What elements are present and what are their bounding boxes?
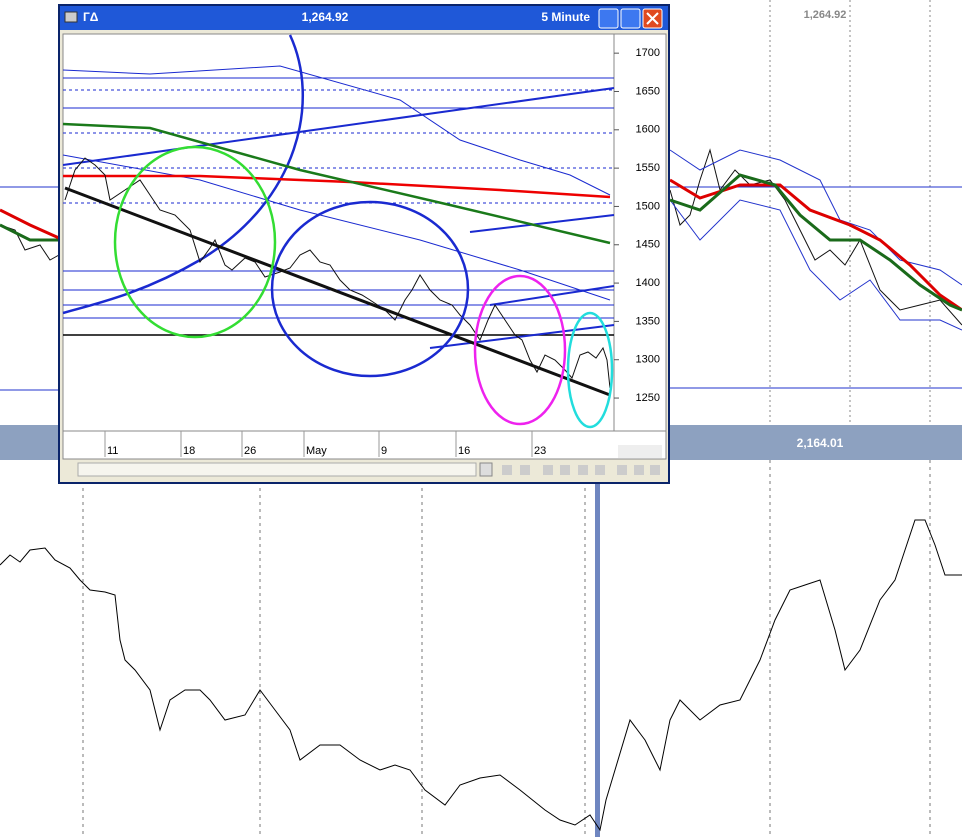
- band-upper: [669, 149, 962, 286]
- tool-button[interactable]: [595, 465, 605, 475]
- lower-pane-price: 2,164.01: [797, 436, 844, 450]
- average-green: [0, 223, 59, 242]
- regression-line: [64, 186, 611, 397]
- price-line: [0, 224, 60, 261]
- magenta-circle: [473, 274, 567, 426]
- average-red: [0, 208, 60, 240]
- tool-button[interactable]: [617, 465, 627, 475]
- tool-button[interactable]: [543, 465, 553, 475]
- tool-button[interactable]: [502, 465, 512, 475]
- y-tick-label: 1250: [636, 392, 660, 404]
- cyan-circle: [566, 311, 614, 429]
- band-lower: [669, 199, 962, 331]
- upper-pane-header: [669, 0, 962, 28]
- price-line: [669, 148, 962, 326]
- close-icon: [646, 12, 659, 25]
- average-green: [62, 122, 611, 245]
- price-line: [64, 157, 611, 389]
- scroll-right[interactable]: [479, 462, 493, 477]
- x-tick-label: 18: [183, 445, 195, 457]
- toolbar: [479, 462, 660, 477]
- tool-button[interactable]: [560, 465, 570, 475]
- x-tick-label: 11: [107, 445, 118, 457]
- time-axis: [62, 430, 667, 460]
- scroll-thumb[interactable]: [77, 462, 477, 477]
- y-tick-label: 1500: [636, 200, 660, 212]
- window-interval: 5 Minute: [541, 10, 590, 24]
- x-tick-label: 9: [381, 445, 387, 457]
- maximize-button[interactable]: [620, 8, 641, 29]
- tool-button[interactable]: [520, 465, 530, 475]
- y-tick-label: 1450: [636, 239, 660, 251]
- blue-circle: [270, 200, 470, 378]
- upper-grid: [769, 0, 931, 425]
- upper-pane-price: 1,264.92: [804, 9, 847, 21]
- axis-corner[interactable]: [618, 445, 662, 458]
- pane-divider: [595, 483, 600, 837]
- y-tick-label: 1650: [636, 85, 660, 97]
- y-tick-label: 1550: [636, 162, 660, 174]
- x-tick-label: 16: [458, 445, 470, 457]
- window-title: ГΔ: [83, 10, 99, 24]
- y-tick-label: 1600: [636, 124, 660, 136]
- lower-price-line: [0, 519, 962, 832]
- x-tick-label: 23: [534, 445, 546, 457]
- window-price: 1,264.92: [302, 10, 349, 24]
- y-tick-label: 1400: [636, 277, 660, 289]
- y-tick-label: 1700: [636, 47, 660, 59]
- average-green: [669, 173, 962, 312]
- window-icon[interactable]: [64, 11, 78, 23]
- tool-button[interactable]: [650, 465, 660, 475]
- title-bar[interactable]: [60, 6, 668, 30]
- trend-lines: [62, 34, 615, 349]
- y-tick-label: 1300: [636, 354, 660, 366]
- x-tick-label: May: [306, 445, 327, 457]
- minimize-button[interactable]: [598, 8, 619, 29]
- x-tick-label: 26: [244, 445, 256, 457]
- y-tick-label: 1350: [636, 315, 660, 327]
- tool-button[interactable]: [634, 465, 644, 475]
- tool-button[interactable]: [578, 465, 588, 475]
- green-circle: [113, 145, 277, 339]
